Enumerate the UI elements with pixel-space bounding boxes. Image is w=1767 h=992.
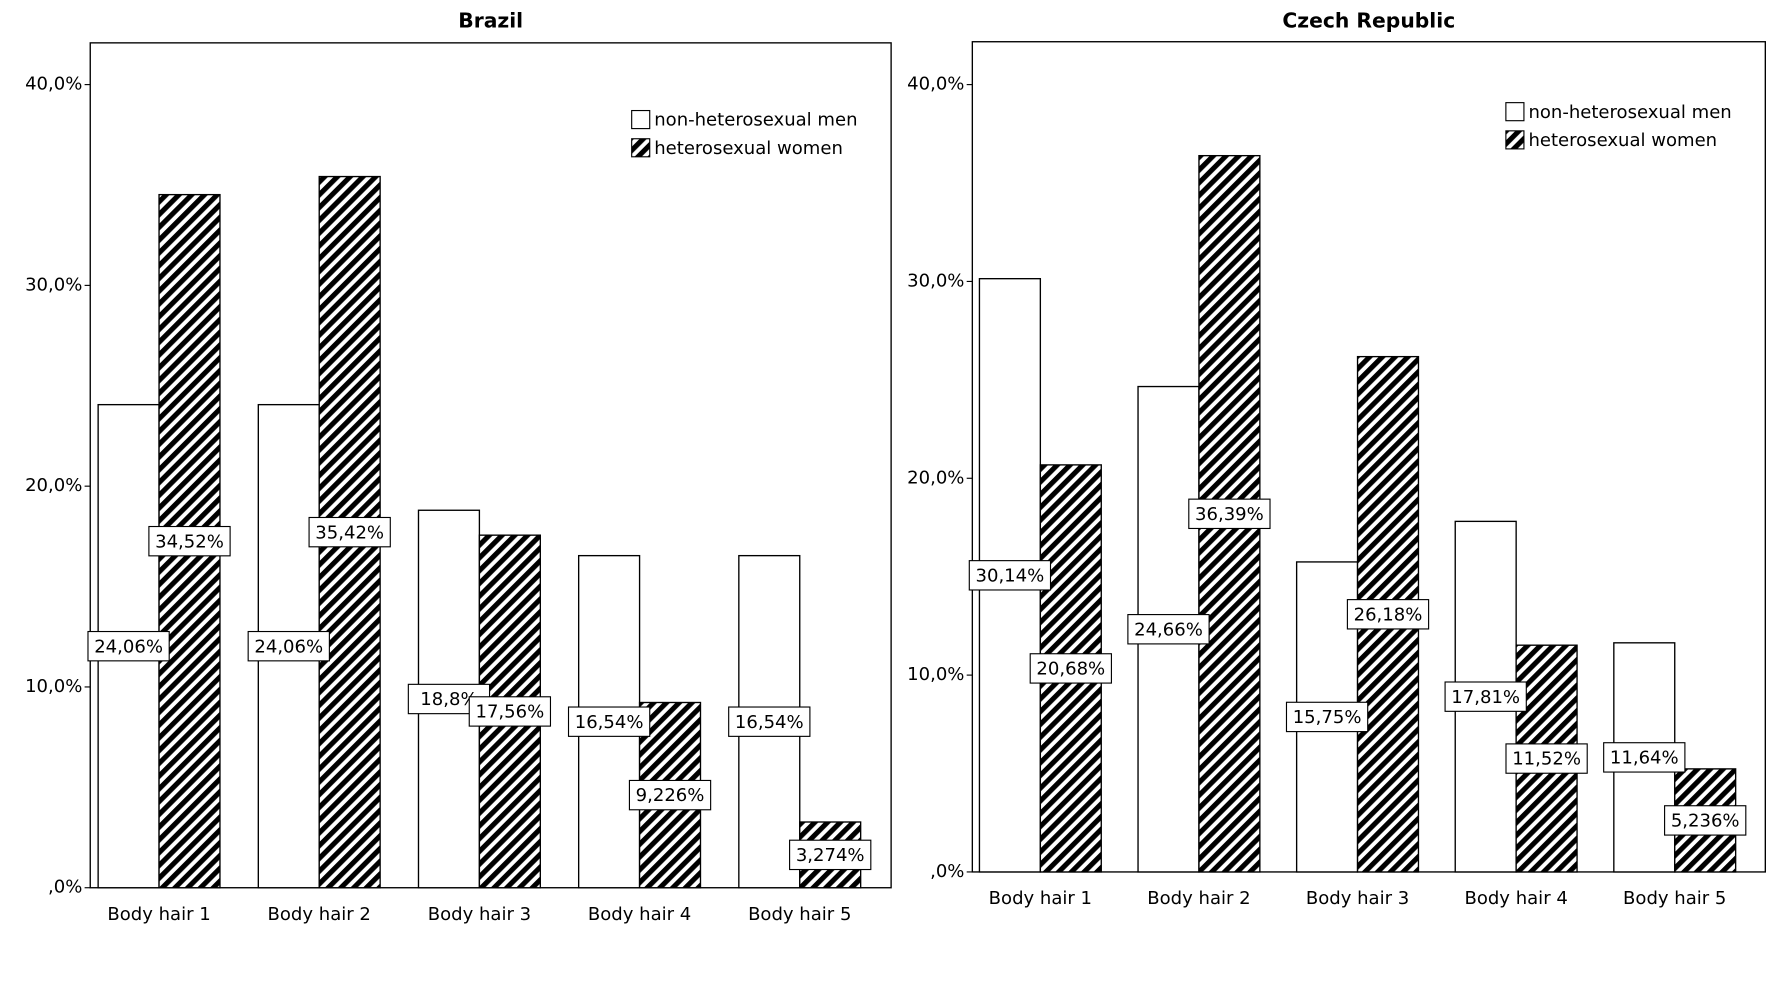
value-label-box (247, 630, 330, 662)
x-tick-label: Body hair 2 (268, 904, 371, 925)
y-tick-label: 20,0% (907, 467, 964, 488)
chart-title: Brazil (458, 8, 523, 32)
x-tick-label: Body hair 4 (588, 904, 691, 925)
y-tick-label: 40,0% (25, 74, 82, 95)
value-label: 11,64% (1610, 748, 1679, 769)
value-label: 35,42% (315, 522, 384, 543)
y-tick-label: 30,0% (25, 274, 82, 295)
value-label-box (1285, 701, 1369, 733)
legend-label: heterosexual women (654, 138, 843, 159)
y-tick-label: ,0% (48, 877, 82, 898)
value-label-box (1505, 743, 1588, 774)
value-label: 5,236% (1671, 811, 1740, 832)
legend-label: non-heterosexual men (654, 110, 857, 131)
x-tick-label: Body hair 5 (748, 904, 851, 925)
y-tick-label: 10,0% (25, 676, 82, 697)
value-label-box (1444, 681, 1527, 712)
value-label-box (728, 706, 811, 737)
x-tick-label: Body hair 1 (107, 904, 210, 925)
y-tick-label: ,0% (930, 861, 964, 882)
legend-swatch (1505, 130, 1525, 150)
chart-title: Czech Republic (1282, 8, 1455, 32)
value-label: 34,52% (155, 531, 224, 552)
value-label: 24,06% (254, 636, 323, 657)
value-label-box (148, 525, 231, 557)
x-tick-label: Body hair 3 (1306, 888, 1409, 909)
value-label-box (567, 706, 651, 737)
value-label: 17,56% (475, 702, 544, 723)
value-label-box (1664, 805, 1747, 836)
value-label: 24,06% (94, 636, 163, 657)
value-label-box (1029, 653, 1112, 684)
legend-swatch (1505, 102, 1525, 122)
value-label-box (968, 560, 1052, 591)
value-label: 16,54% (735, 712, 804, 733)
x-tick-label: Body hair 1 (989, 888, 1092, 909)
value-label-box (789, 839, 872, 871)
value-label: 17,81% (1451, 687, 1520, 708)
legend-label: non-heterosexual men (1528, 102, 1731, 123)
y-tick-label: 20,0% (25, 475, 82, 496)
value-label: 3,274% (796, 845, 865, 866)
value-label-box (468, 696, 552, 727)
legend-swatch (631, 109, 651, 130)
x-tick-label: Body hair 5 (1623, 888, 1726, 909)
value-label-box (628, 779, 712, 811)
legend-swatch (631, 138, 651, 158)
x-tick-label: Body hair 3 (428, 904, 531, 925)
value-label: 18,8% (420, 689, 477, 710)
value-label: 36,39% (1195, 504, 1264, 525)
value-label: 15,75% (1293, 707, 1362, 728)
value-label: 16,54% (575, 712, 644, 733)
value-label-box (308, 516, 391, 548)
legend-label: heterosexual women (1528, 130, 1717, 151)
value-label: 30,14% (976, 565, 1045, 586)
value-label: 11,52% (1512, 749, 1581, 770)
value-label: 24,66% (1134, 619, 1203, 640)
x-tick-label: Body hair 2 (1147, 888, 1250, 909)
value-label-box (1346, 599, 1430, 630)
value-label: 20,68% (1036, 659, 1105, 680)
value-label: 26,18% (1354, 604, 1423, 625)
value-label-box (1188, 498, 1271, 530)
y-tick-label: 10,0% (907, 664, 964, 685)
value-label-box (1127, 614, 1210, 645)
value-label-box (87, 630, 170, 662)
y-tick-label: 30,0% (907, 270, 964, 291)
value-label-box (1603, 742, 1686, 773)
value-label: 9,226% (636, 785, 705, 806)
y-tick-label: 40,0% (907, 74, 964, 95)
x-tick-label: Body hair 4 (1464, 888, 1567, 909)
